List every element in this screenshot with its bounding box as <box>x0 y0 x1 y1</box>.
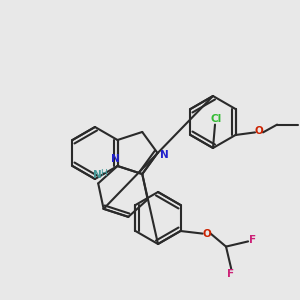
Text: H: H <box>100 169 106 178</box>
Text: O: O <box>255 126 263 136</box>
Text: F: F <box>249 236 256 245</box>
Text: Cl: Cl <box>210 114 222 124</box>
Text: F: F <box>227 269 234 279</box>
Text: N: N <box>111 154 120 164</box>
Text: O: O <box>202 229 211 238</box>
Text: N: N <box>93 170 102 180</box>
Text: N: N <box>160 150 169 160</box>
